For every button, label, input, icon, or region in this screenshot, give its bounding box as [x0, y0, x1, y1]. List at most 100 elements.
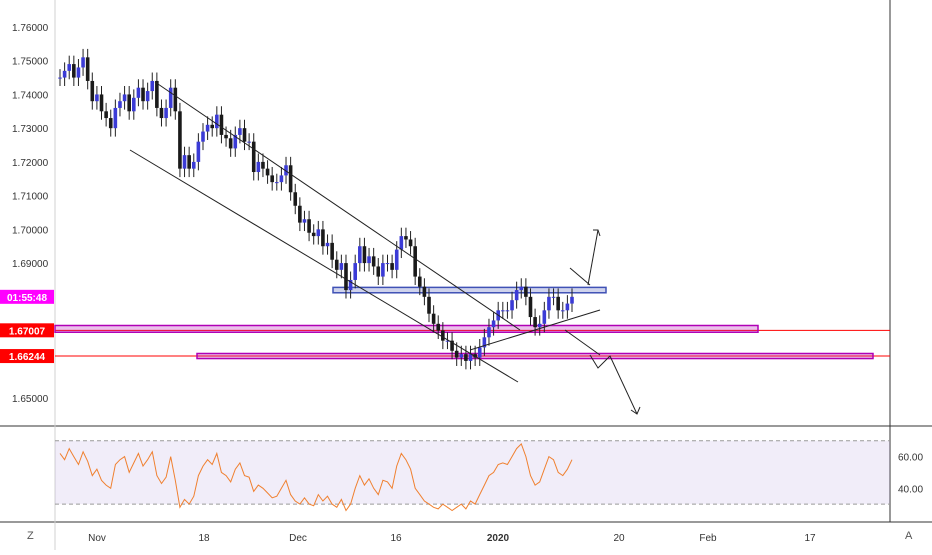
candle-body [265, 168, 270, 176]
x-tick-label: Dec [289, 533, 307, 544]
candle-body [491, 320, 496, 328]
price-badge-label: 1.66244 [9, 352, 46, 363]
x-tick-label: 17 [804, 533, 816, 544]
candle-body [533, 317, 537, 328]
candle-body [62, 70, 67, 78]
candle-body [108, 118, 113, 129]
candle-body [173, 87, 178, 112]
candle-body [459, 354, 464, 358]
candle-body [238, 128, 242, 135]
candle-body [524, 286, 528, 297]
trendline [154, 81, 521, 331]
candle-body [528, 296, 533, 318]
bearish-arrow [589, 354, 638, 415]
zone-support-2 [196, 352, 874, 360]
price-badge [0, 349, 54, 364]
candle-body [385, 263, 390, 265]
rsi-band [55, 440, 890, 505]
candle-body [537, 323, 542, 328]
candle-body [556, 296, 560, 311]
y-tick-label: 1.73000 [12, 124, 49, 135]
candle-body [196, 141, 201, 162]
candle-body [487, 327, 491, 338]
y-tick-label: 1.69000 [12, 259, 49, 270]
candle-body [224, 134, 228, 139]
candle-body [445, 340, 450, 342]
candle-body [99, 94, 104, 112]
price-badges: 01:55:48 1.67007 1.66244 [0, 289, 54, 364]
candle-body [422, 286, 427, 297]
price-badge-label: 1.67007 [9, 326, 46, 337]
candle-body [247, 141, 251, 143]
price-badge [0, 289, 54, 304]
candle-body [394, 249, 399, 270]
candle-body [381, 263, 385, 277]
candle-body [191, 161, 196, 169]
candle-body [477, 347, 482, 358]
candle-body [399, 236, 404, 250]
candle-body [570, 296, 574, 304]
candle-body [228, 138, 233, 149]
y-tick-label: 1.65000 [12, 394, 49, 405]
candle-body [182, 155, 187, 169]
price-badge [0, 323, 54, 338]
candle-body [90, 80, 95, 102]
candle-body [210, 124, 215, 129]
candle-body [325, 242, 330, 247]
candle-body [376, 266, 381, 277]
candle-body [450, 340, 454, 351]
trendline [469, 309, 601, 351]
y-tick-label: 1.76000 [12, 23, 49, 34]
candle-body [274, 182, 279, 184]
candle-body [353, 263, 358, 280]
candle-body [311, 232, 316, 237]
trendline [129, 149, 519, 383]
candle-body [164, 107, 168, 119]
y-tick-label: 1.71000 [12, 192, 49, 203]
rsi-pane [55, 440, 890, 512]
candle-body [390, 263, 394, 270]
trendline [569, 267, 591, 286]
candle-body [215, 114, 219, 129]
candle-body [76, 67, 81, 78]
candle-body [113, 107, 118, 129]
candle-body [454, 350, 459, 358]
x-tick-label: Feb [699, 533, 717, 544]
x-tick-label: 20 [613, 533, 625, 544]
x-tick-label: 16 [390, 533, 402, 544]
price-badge-label: 01:55:48 [7, 293, 47, 304]
candle-body [417, 276, 422, 287]
y-tick-label: 1.75000 [12, 57, 49, 68]
candle-body [298, 205, 302, 223]
candle-body [270, 175, 274, 183]
candle-body [256, 161, 261, 173]
timezone-button[interactable]: Z [27, 530, 34, 542]
auto-scale-button[interactable]: A [905, 530, 913, 542]
candle-body [136, 87, 141, 98]
candle-body [72, 64, 76, 78]
candle-body [519, 286, 524, 291]
candle-body [408, 239, 413, 247]
x-tick-label: 2020 [487, 533, 510, 544]
candle-body [542, 310, 547, 324]
candle-body [468, 354, 473, 361]
candle-body [159, 107, 164, 119]
candle-body [501, 310, 505, 312]
drawings [129, 81, 641, 415]
candle-body [551, 296, 556, 298]
candle-body [358, 246, 362, 264]
bearish-arrow-head [630, 406, 641, 415]
candle-body [547, 296, 551, 311]
zone-resistance [332, 286, 607, 294]
zone-support-1 [54, 324, 759, 333]
candle-body [288, 165, 293, 193]
x-tick-label: 18 [198, 533, 210, 544]
candle-body [205, 124, 210, 132]
candle-body [404, 236, 408, 240]
zones [54, 286, 874, 360]
candle-body [348, 279, 353, 291]
rsi-tick-label: 40.00 [898, 484, 923, 495]
candle-body [514, 290, 519, 301]
